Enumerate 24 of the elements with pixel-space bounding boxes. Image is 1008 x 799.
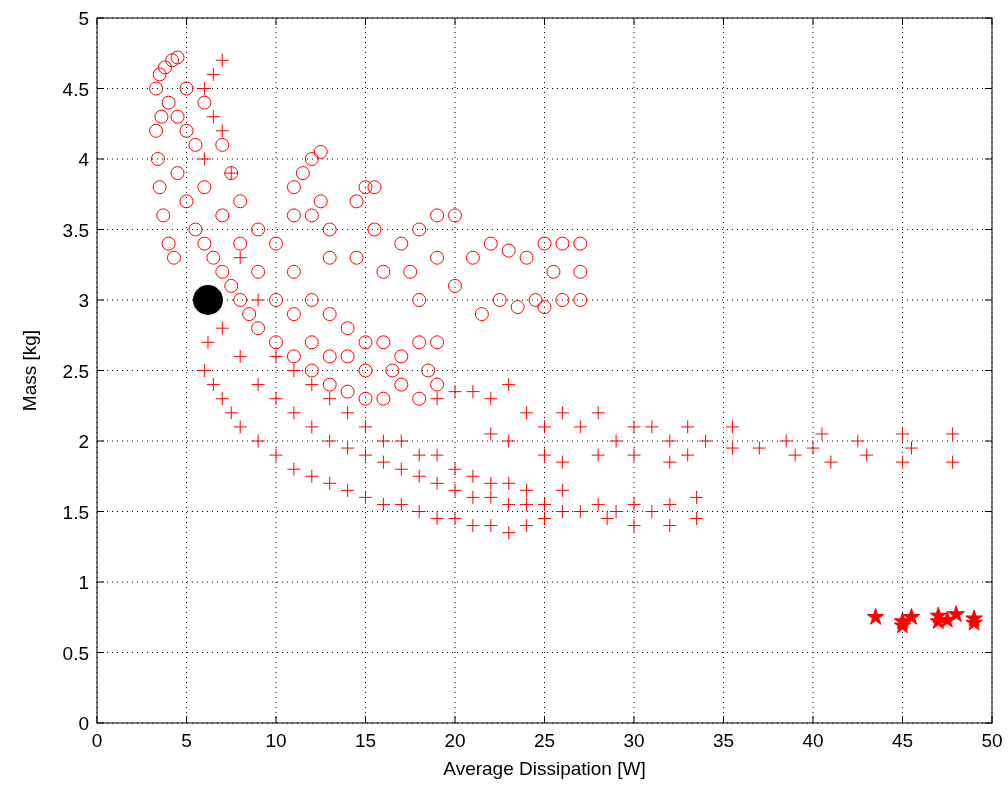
y-tick-label: 1.5 <box>62 501 89 523</box>
y-tick-label: 4.5 <box>62 78 89 100</box>
y-tick-label: 2.5 <box>62 360 89 382</box>
x-tick-label: 25 <box>533 730 556 751</box>
x-tick-label: 10 <box>265 730 287 751</box>
x-tick-label: 35 <box>712 730 735 751</box>
x-tick-label: 30 <box>623 730 645 751</box>
x-tick-label: 15 <box>354 730 377 751</box>
x-tick-label: 40 <box>802 730 824 751</box>
x-axis-title: Average Dissipation [W] <box>443 758 646 779</box>
y-tick-label: 1 <box>78 572 89 593</box>
x-tick-label: 5 <box>181 730 192 751</box>
y-tick-label: 0.5 <box>62 642 89 664</box>
y-tick-label: 3 <box>78 290 89 311</box>
x-tick-label: 20 <box>444 730 466 751</box>
x-tick-label: 50 <box>981 730 1003 751</box>
y-tick-label: 5 <box>78 8 89 29</box>
y-tick-label: 2 <box>78 431 89 452</box>
y-axis-title: Mass [kg] <box>19 329 40 412</box>
y-tick-label: 4 <box>78 149 90 170</box>
y-tick-label: 0 <box>78 713 89 734</box>
y-tick-label: 3.5 <box>62 219 89 241</box>
x-tick-label: 45 <box>891 730 914 751</box>
x-tick-label: 0 <box>91 730 103 751</box>
